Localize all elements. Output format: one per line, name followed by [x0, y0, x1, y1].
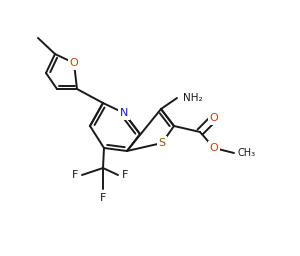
Text: N: N — [120, 108, 128, 118]
Text: F: F — [72, 170, 78, 180]
Text: O: O — [210, 113, 218, 123]
Text: O: O — [210, 143, 218, 153]
Text: F: F — [100, 193, 106, 203]
Text: CH₃: CH₃ — [238, 148, 256, 158]
Text: S: S — [158, 138, 166, 148]
Text: NH₂: NH₂ — [183, 93, 203, 103]
Text: F: F — [122, 170, 128, 180]
Text: O: O — [70, 58, 78, 68]
